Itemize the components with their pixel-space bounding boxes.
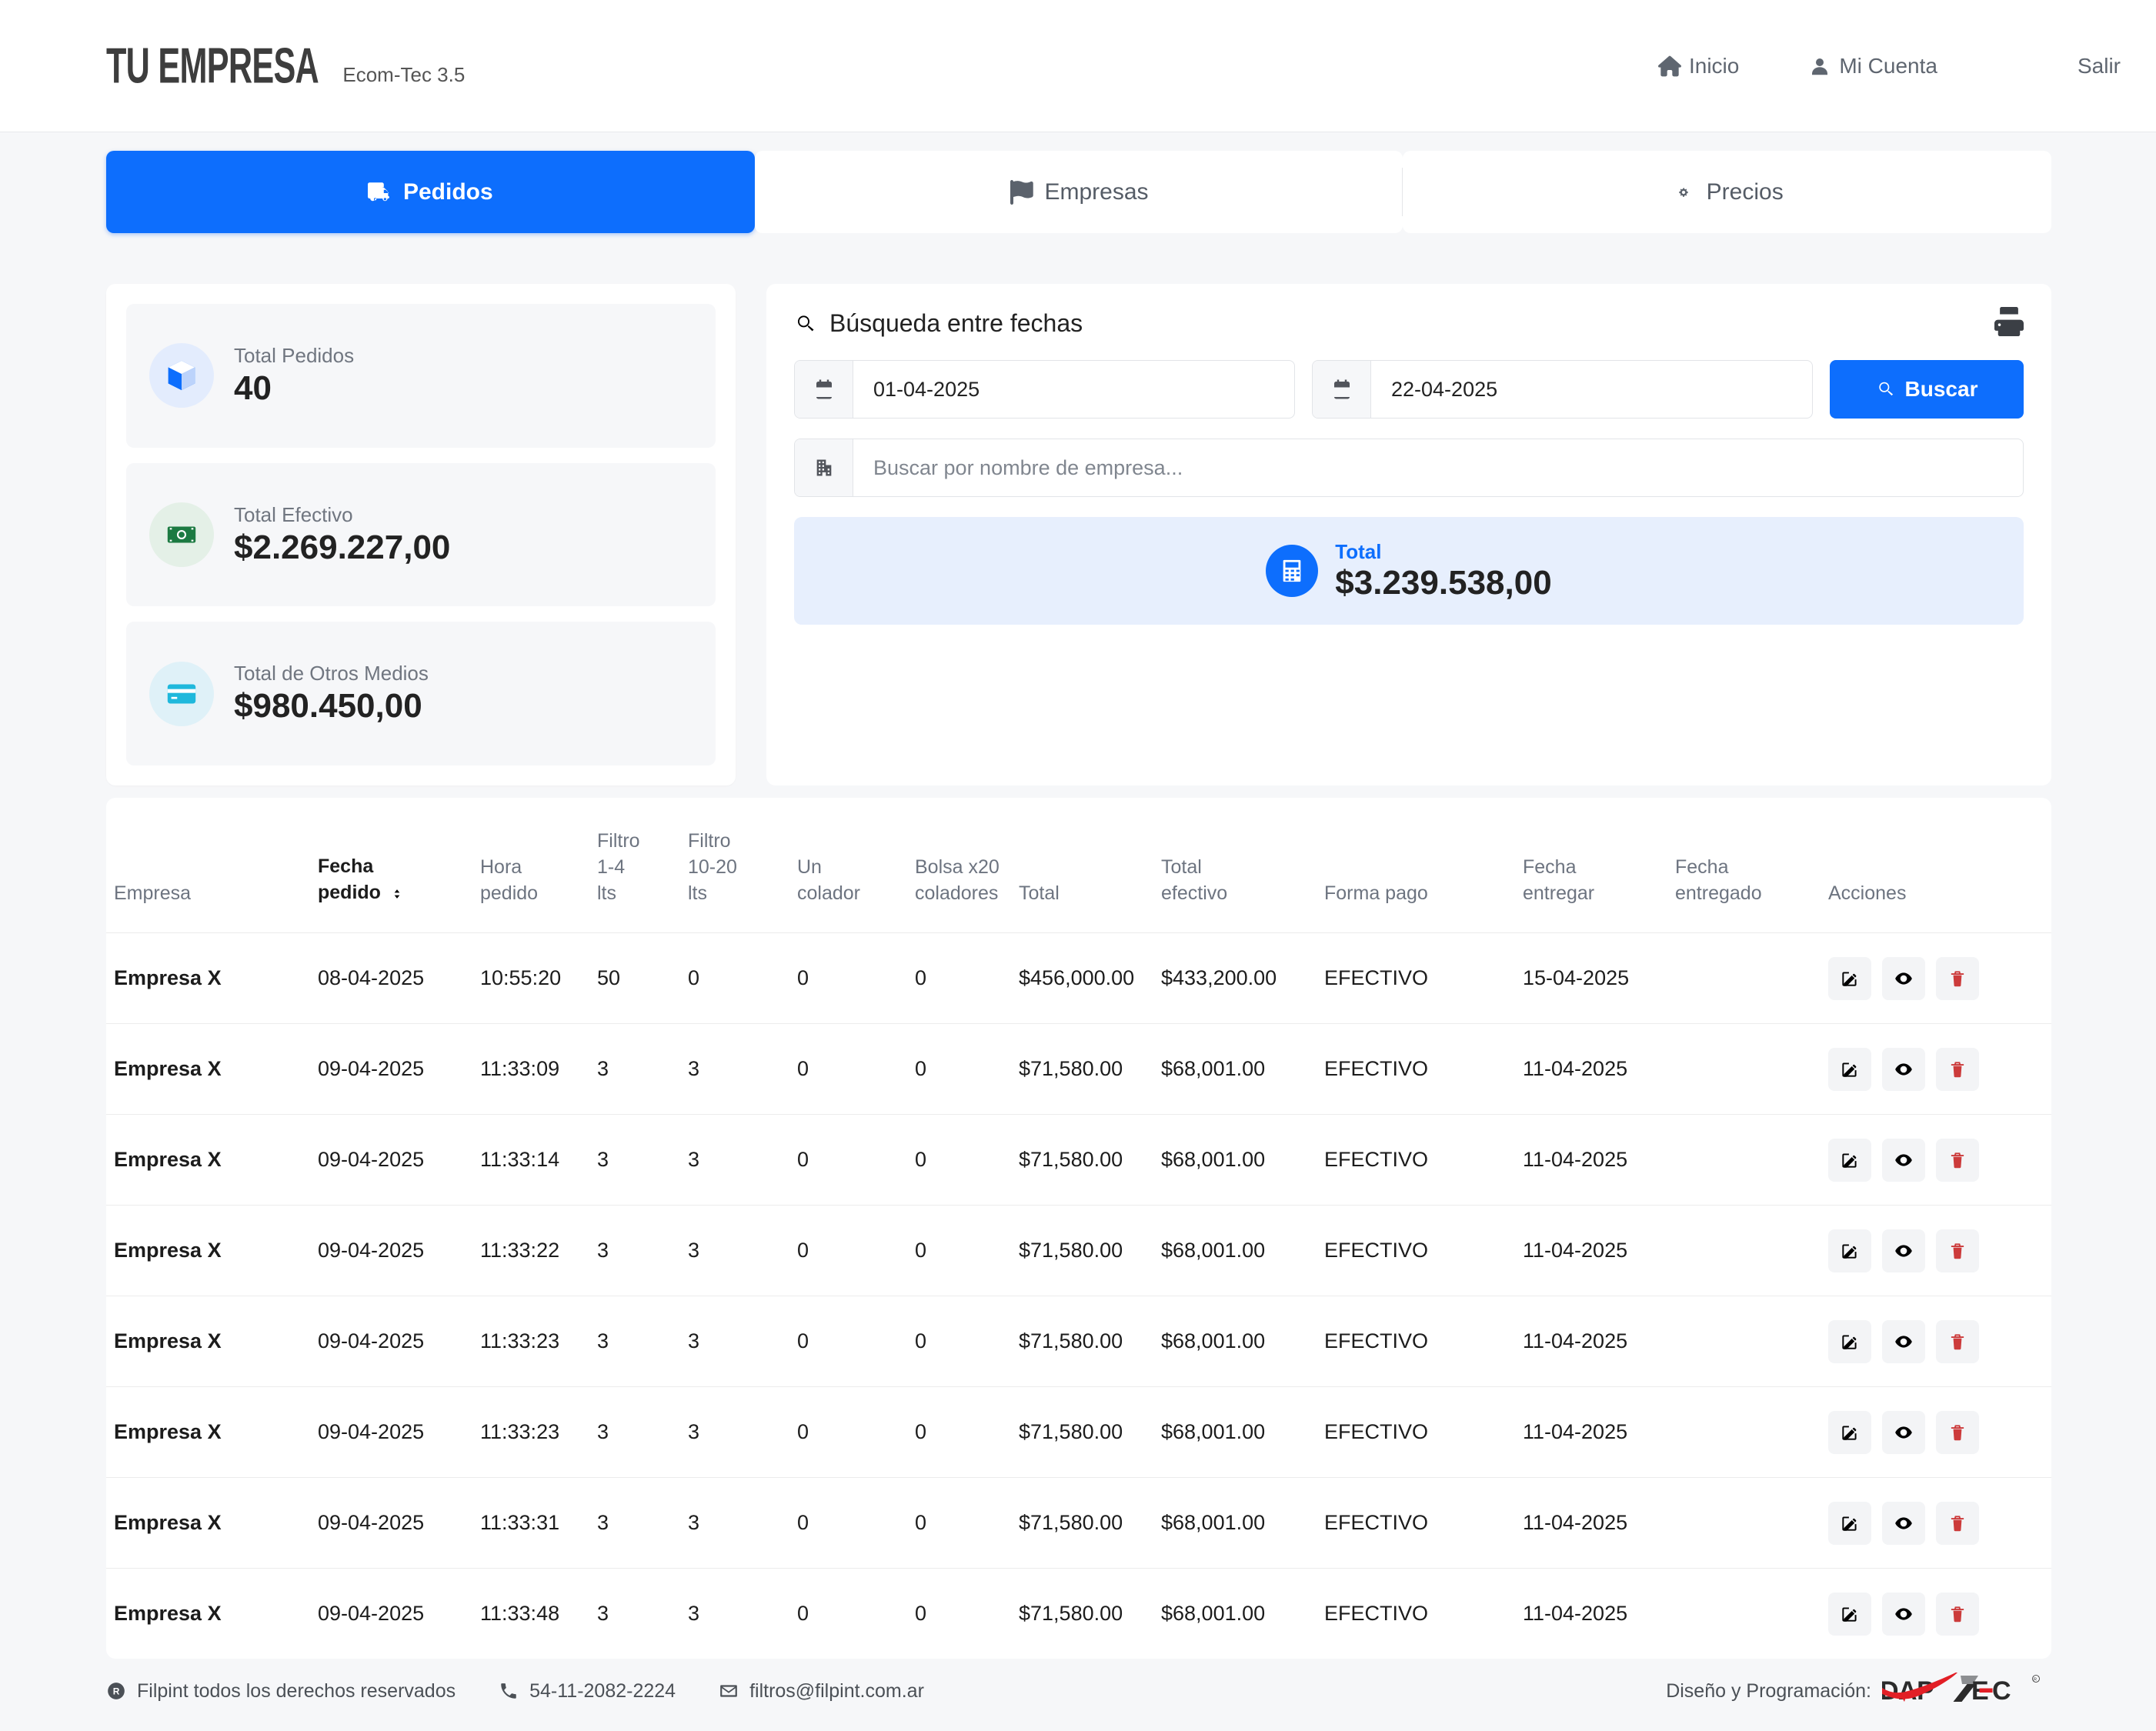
- svg-text:C: C: [1992, 1676, 2011, 1706]
- svg-text:R: R: [113, 1686, 120, 1697]
- svg-text:R: R: [2034, 1678, 2037, 1683]
